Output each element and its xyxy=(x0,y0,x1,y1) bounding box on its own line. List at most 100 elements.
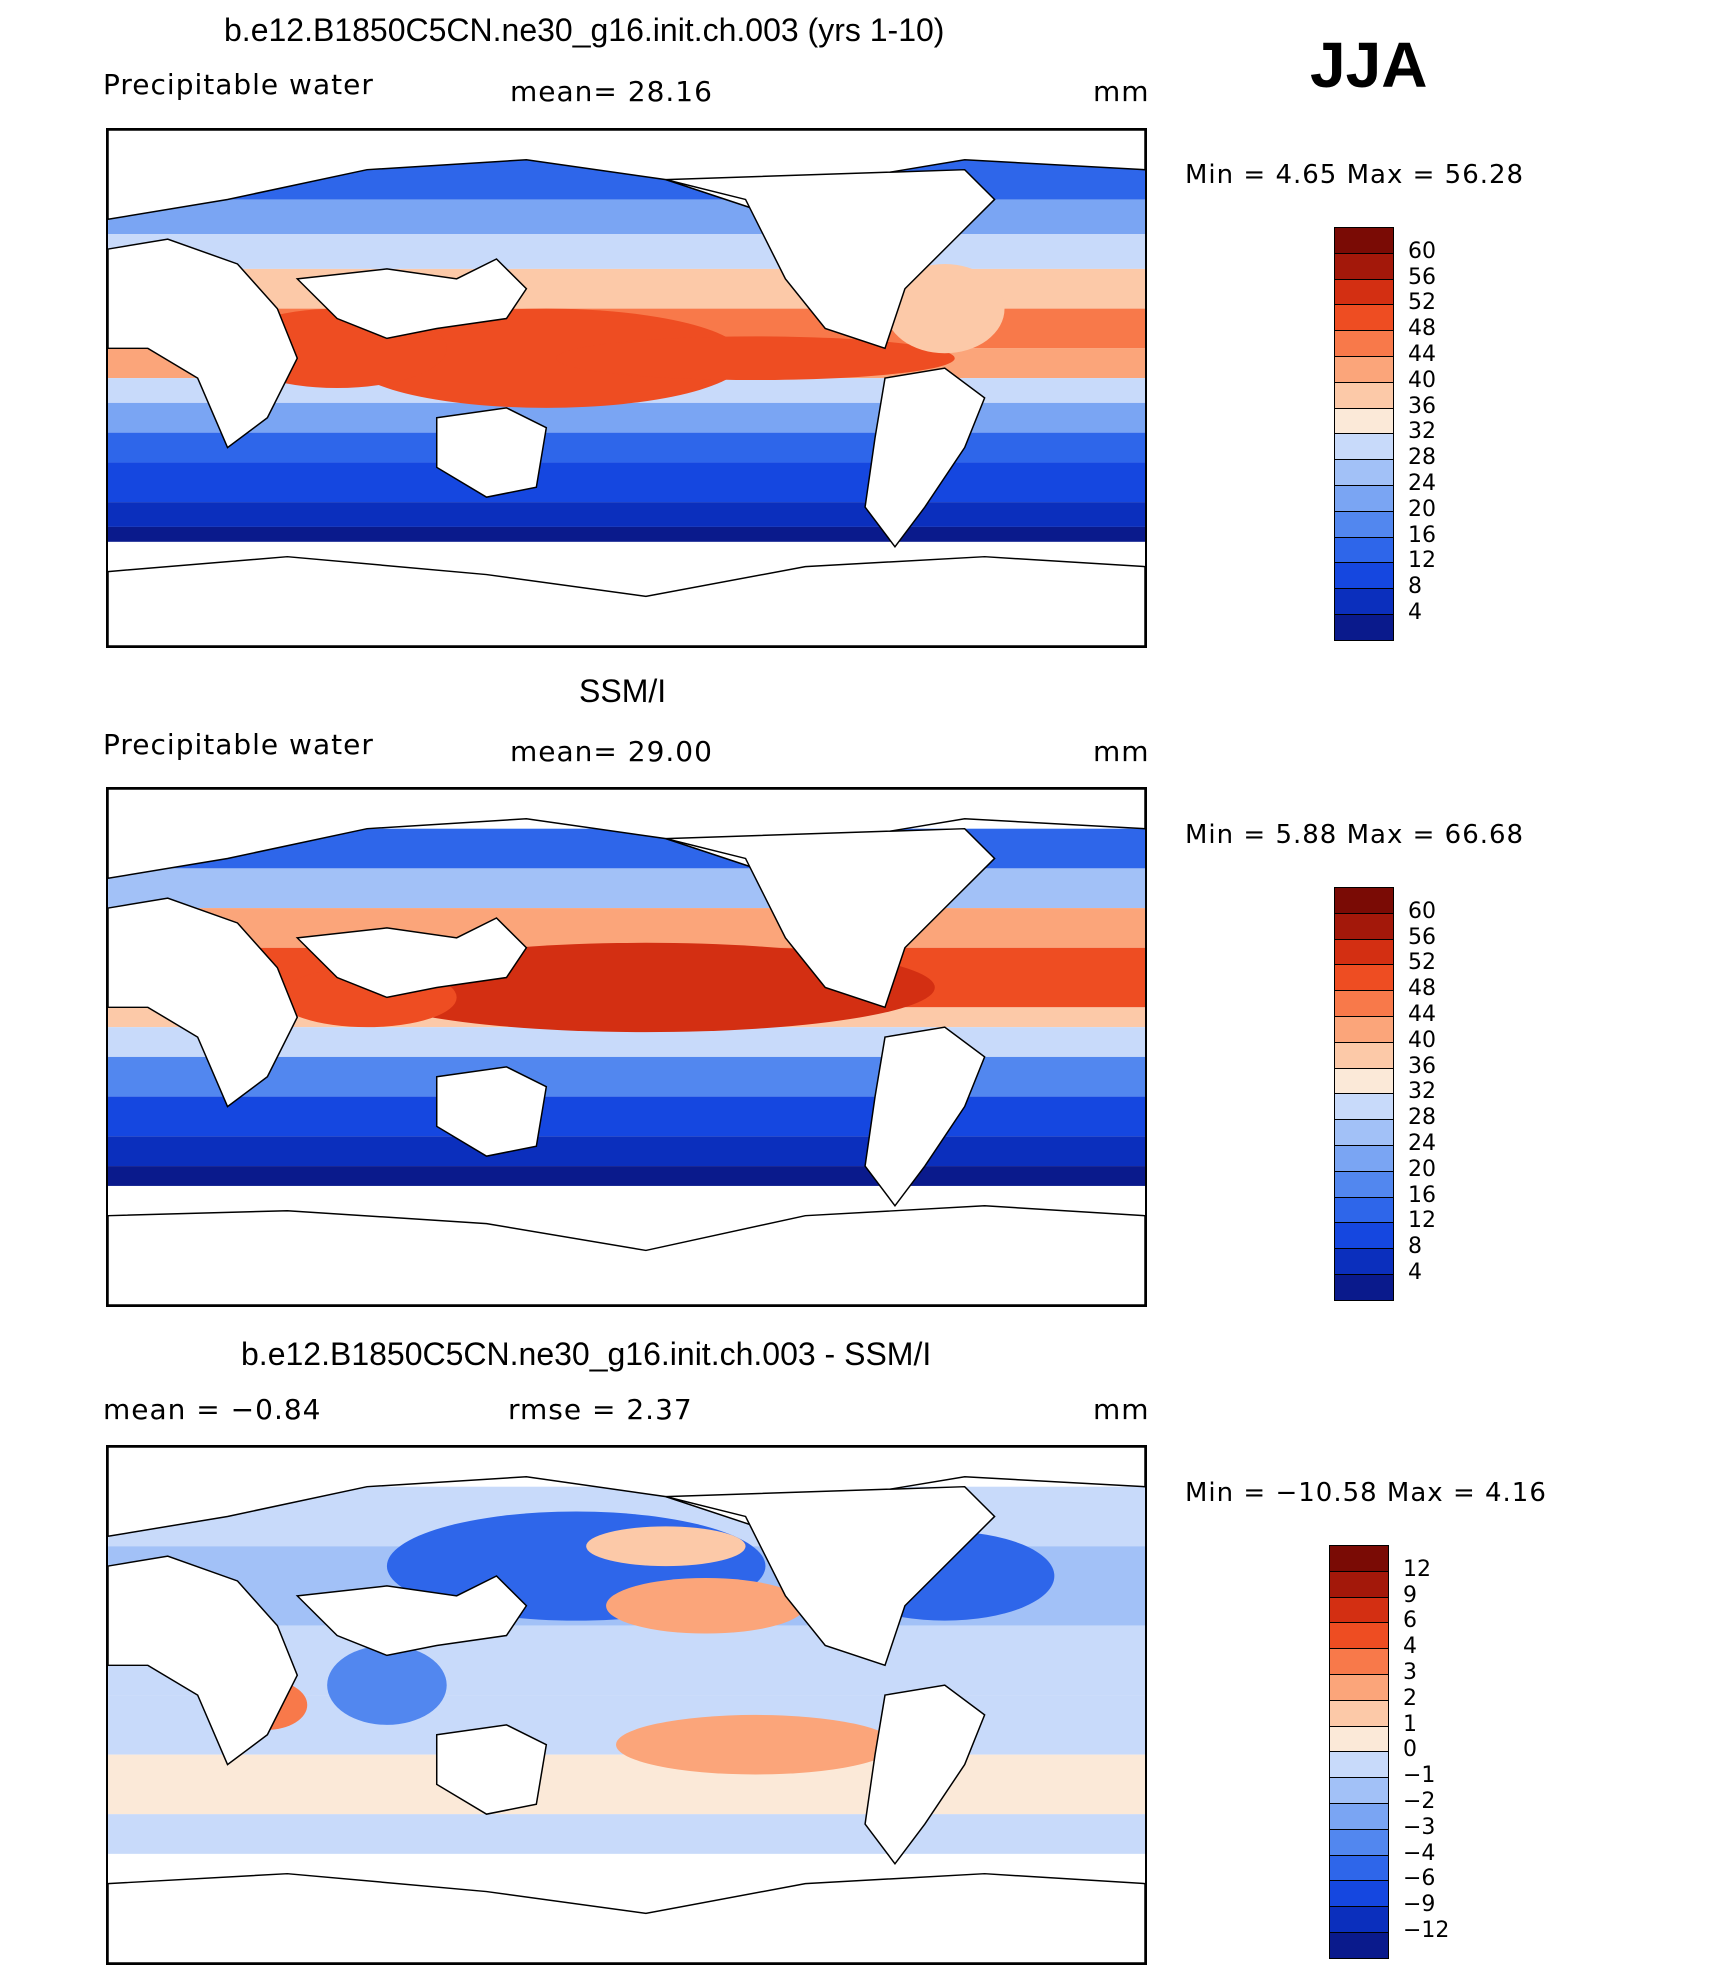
panel-3-title: b.e12.B1850C5CN.ne30_g16.init.ch.003 - S… xyxy=(241,1336,932,1372)
panel-2-unit: mm xyxy=(1093,735,1150,768)
panel-1-map xyxy=(106,128,1147,648)
panel-3-unit: mm xyxy=(1093,1393,1150,1426)
colorbar-level-label: −2 xyxy=(1403,1789,1436,1814)
colorbar-box xyxy=(1334,536,1394,564)
colorbar-box xyxy=(1329,1596,1389,1624)
colorbar-box xyxy=(1329,1545,1389,1572)
colorbar-box xyxy=(1334,1196,1394,1224)
colorbar-level-label: 20 xyxy=(1408,1156,1436,1182)
colorbar-box xyxy=(1334,1145,1394,1172)
colorbar-level-label: 48 xyxy=(1408,316,1436,342)
panel-1-unit: mm xyxy=(1093,75,1150,108)
colorbar-box xyxy=(1334,1119,1394,1146)
colorbar-box xyxy=(1334,614,1394,641)
colorbar-level-label: −3 xyxy=(1403,1814,1436,1840)
colorbar-level-label: 24 xyxy=(1408,1131,1436,1156)
colorbar-level-label: 40 xyxy=(1408,1027,1436,1053)
panel-3-colorbar xyxy=(1329,1545,1389,1959)
colorbar-level-label: −6 xyxy=(1403,1866,1436,1892)
panel-1-stats: Min = 4.65 Max = 56.28 xyxy=(1185,160,1525,190)
colorbar-box xyxy=(1329,1906,1389,1933)
colorbar-level-label: 36 xyxy=(1408,393,1436,419)
colorbar-level-label: −4 xyxy=(1403,1840,1436,1866)
colorbar-level-label: 20 xyxy=(1408,496,1436,522)
panel-1-variable-label: Precipitable water xyxy=(103,68,374,101)
colorbar-box xyxy=(1334,1248,1394,1275)
colorbar-level-label: 8 xyxy=(1408,1234,1422,1260)
colorbar-level-label: 2 xyxy=(1403,1685,1417,1711)
colorbar-box xyxy=(1334,278,1394,306)
panel-3-map xyxy=(106,1445,1147,1965)
panel-3-rmse: rmse = 2.37 xyxy=(508,1393,693,1426)
colorbar-level-label: 40 xyxy=(1408,367,1436,393)
colorbar-box xyxy=(1334,1222,1394,1250)
panel-2-map-svg xyxy=(108,789,1145,1305)
panel-2-colorbar xyxy=(1334,887,1394,1301)
colorbar-box xyxy=(1334,459,1394,486)
colorbar-box xyxy=(1329,1777,1389,1804)
colorbar-level-label: 32 xyxy=(1408,1079,1436,1105)
colorbar-level-label: 8 xyxy=(1408,574,1422,600)
colorbar-level-label: 16 xyxy=(1408,522,1436,548)
colorbar-level-label: −1 xyxy=(1403,1763,1436,1789)
panel-2-title: SSM/I xyxy=(579,673,667,709)
colorbar-level-label: 60 xyxy=(1408,238,1436,264)
colorbar-level-label: 12 xyxy=(1408,1208,1436,1234)
colorbar-level-label: 12 xyxy=(1408,548,1436,574)
colorbar-box xyxy=(1334,964,1394,992)
colorbar-box xyxy=(1334,887,1394,914)
colorbar-box xyxy=(1334,1041,1394,1069)
colorbar-level-label: 52 xyxy=(1408,290,1436,316)
colorbar-level-label: 3 xyxy=(1403,1660,1417,1685)
colorbar-box xyxy=(1334,1016,1394,1043)
colorbar-box xyxy=(1329,1828,1389,1856)
colorbar-level-label: 24 xyxy=(1408,471,1436,496)
colorbar-level-label: 44 xyxy=(1408,342,1436,367)
colorbar-box xyxy=(1334,252,1394,280)
colorbar-box xyxy=(1329,1803,1389,1830)
colorbar-box xyxy=(1334,562,1394,590)
colorbar-box xyxy=(1334,510,1394,538)
colorbar-box xyxy=(1329,1622,1389,1650)
colorbar-level-label: 0 xyxy=(1403,1737,1417,1763)
colorbar-box xyxy=(1334,407,1394,435)
colorbar-box xyxy=(1334,1274,1394,1301)
colorbar-box xyxy=(1329,1725,1389,1753)
colorbar-box xyxy=(1334,330,1394,357)
panel-3-stats: Min = −10.58 Max = 4.16 xyxy=(1185,1478,1547,1508)
colorbar-box xyxy=(1329,1699,1389,1727)
panel-1-colorbar xyxy=(1334,227,1394,641)
colorbar-level-label: 6 xyxy=(1403,1608,1417,1634)
colorbar-level-label: 60 xyxy=(1408,898,1436,924)
colorbar-level-label: 48 xyxy=(1408,976,1436,1002)
panel-2-variable-label: Precipitable water xyxy=(103,728,374,761)
colorbar-box xyxy=(1334,381,1394,409)
colorbar-level-label: 52 xyxy=(1408,950,1436,976)
panel-2-map xyxy=(106,787,1147,1307)
panel-3-mean: mean = −0.84 xyxy=(103,1393,322,1426)
panel-1-map-svg xyxy=(108,130,1145,646)
colorbar-level-label: 44 xyxy=(1408,1002,1436,1027)
colorbar-box xyxy=(1329,1751,1389,1779)
panel-2-mean: mean= 29.00 xyxy=(510,735,713,768)
panel-1-mean: mean= 28.16 xyxy=(510,75,713,108)
colorbar-level-label: 9 xyxy=(1403,1582,1417,1608)
colorbar-level-label: 4 xyxy=(1408,600,1422,625)
panel-3-map-svg xyxy=(108,1447,1145,1963)
colorbar-box xyxy=(1334,433,1394,461)
colorbar-level-label: 28 xyxy=(1408,445,1436,471)
colorbar-box xyxy=(1329,1570,1389,1598)
colorbar-level-label: −12 xyxy=(1403,1918,1450,1943)
panel-1-title: b.e12.B1850C5CN.ne30_g16.init.ch.003 (yr… xyxy=(224,12,945,48)
colorbar-box xyxy=(1329,1674,1389,1701)
colorbar-level-label: 56 xyxy=(1408,264,1436,290)
colorbar-level-label: 1 xyxy=(1403,1711,1417,1737)
colorbar-level-label: 36 xyxy=(1408,1053,1436,1079)
colorbar-box xyxy=(1334,227,1394,254)
colorbar-box xyxy=(1334,356,1394,383)
colorbar-box xyxy=(1334,588,1394,615)
colorbar-box xyxy=(1334,485,1394,512)
colorbar-box xyxy=(1334,912,1394,940)
colorbar-level-label: 32 xyxy=(1408,419,1436,445)
colorbar-level-label: 4 xyxy=(1403,1634,1417,1660)
